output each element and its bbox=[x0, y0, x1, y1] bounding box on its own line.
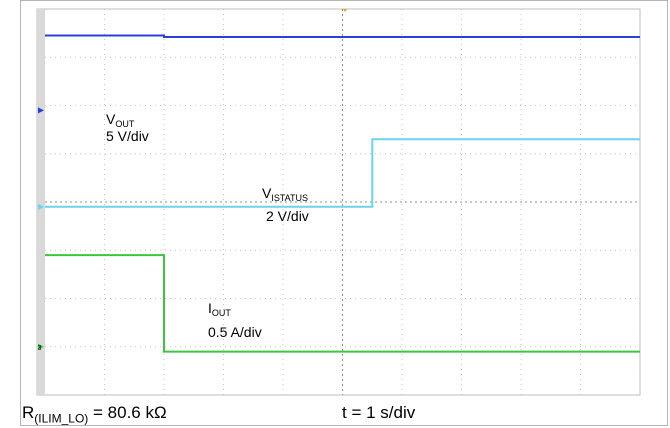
left-marker-strip bbox=[37, 9, 45, 395]
grid bbox=[45, 9, 640, 395]
trace-scale-iout: 0.5 A/div bbox=[208, 324, 262, 340]
trace-iout bbox=[45, 254, 640, 353]
channel-marker-vistatus bbox=[38, 203, 44, 210]
timebase-label: t = 1 s/div bbox=[342, 403, 416, 422]
trace-vout bbox=[45, 34, 640, 38]
channel-marker-iout bbox=[38, 343, 44, 350]
figure-frame bbox=[20, 0, 668, 426]
trace-label-subscript: ISTATUS bbox=[271, 193, 308, 203]
trigger-marker bbox=[343, 9, 347, 12]
trace-vistatus bbox=[45, 138, 640, 208]
trace-scale-vistatus: 2 V/div bbox=[266, 208, 309, 224]
condition-value: = 80.6 kΩ bbox=[88, 403, 167, 422]
trace-label-main: V bbox=[106, 111, 116, 127]
trace-label-subscript: OUT bbox=[115, 119, 135, 129]
trace-scale-vout: 5 V/div bbox=[106, 128, 149, 144]
trace-label-vistatus: VISTATUS bbox=[262, 185, 308, 203]
condition-label: R(ILIM_LO) = 80.6 kΩ bbox=[22, 403, 167, 425]
condition-prefix: R bbox=[22, 403, 35, 422]
plot-background bbox=[36, 8, 641, 396]
trace-label-vout: VOUT bbox=[106, 111, 135, 129]
condition-subscript: (ILIM_LO) bbox=[34, 411, 89, 426]
trace-label-iout: IOUT bbox=[208, 300, 231, 318]
trace-label-main: V bbox=[262, 185, 272, 201]
channel-markers: 3 bbox=[38, 107, 44, 352]
channel-marker-number: 3 bbox=[38, 345, 42, 352]
trace-label-main: I bbox=[208, 300, 212, 316]
traces bbox=[45, 34, 640, 353]
trace-label-subscript: OUT bbox=[212, 308, 232, 318]
channel-marker-vout bbox=[38, 107, 44, 114]
